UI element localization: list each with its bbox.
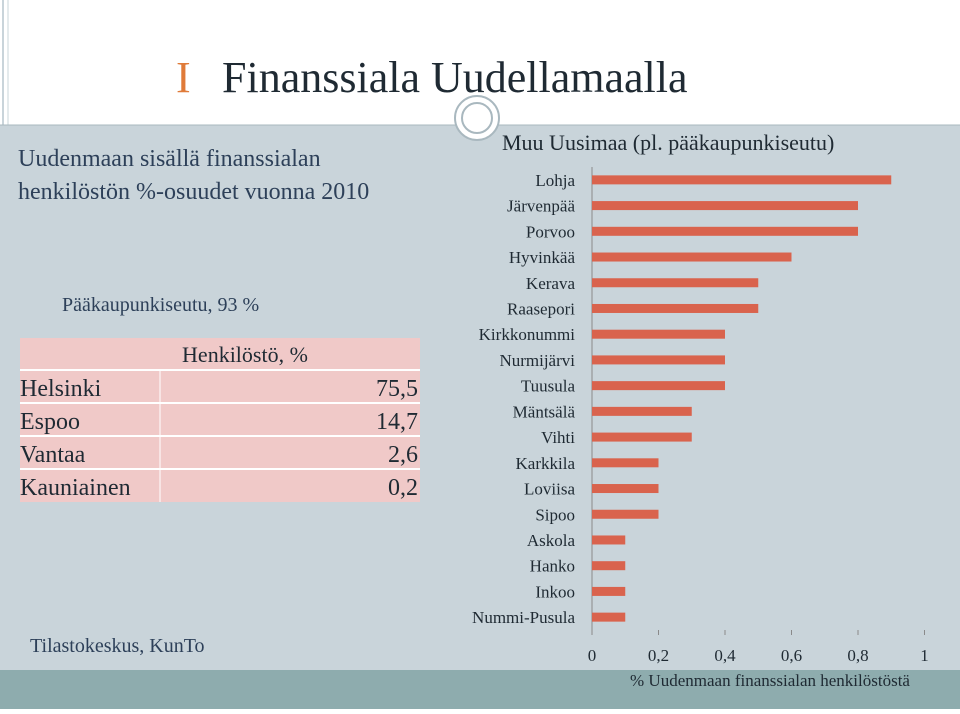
bar bbox=[592, 535, 626, 545]
bar bbox=[592, 406, 692, 416]
y-tick-label: Karkkila bbox=[516, 454, 576, 473]
x-axis-title: % Uudenmaan finanssialan henkilöstöstä bbox=[630, 671, 910, 690]
title: Finanssiala Uudellamaalla bbox=[222, 53, 688, 102]
table-cell: Espoo bbox=[20, 409, 80, 435]
bar bbox=[592, 612, 626, 622]
x-tick-label: 0,8 bbox=[847, 646, 868, 665]
bar bbox=[592, 381, 725, 391]
capital-share: Pääkaupunkiseutu, 93 % bbox=[62, 294, 259, 316]
y-tick-label: Hyvinkää bbox=[509, 248, 576, 267]
y-tick-label: Kerava bbox=[526, 274, 576, 293]
y-tick-label: Nurmijärvi bbox=[499, 351, 575, 370]
y-tick-label: Kirkkonummi bbox=[479, 325, 576, 344]
bar bbox=[592, 175, 892, 185]
bar bbox=[592, 226, 858, 236]
x-tick-label: 1 bbox=[920, 646, 929, 665]
y-tick-label: Lohja bbox=[535, 171, 575, 190]
y-tick-label: Nummi-Pusula bbox=[472, 608, 575, 627]
table-cell: Kauniainen bbox=[20, 475, 131, 501]
y-tick-label: Askola bbox=[527, 531, 576, 550]
table-cell: 2,6 bbox=[388, 442, 418, 468]
y-tick-label: Inkoo bbox=[535, 582, 575, 601]
intro-line: henkilöstön %-osuudet vuonna 2010 bbox=[18, 179, 369, 205]
y-tick-label: Sipoo bbox=[535, 505, 575, 524]
table-cell: 75,5 bbox=[376, 376, 418, 402]
bar bbox=[592, 355, 725, 365]
bar bbox=[592, 278, 759, 288]
y-tick-label: Vihti bbox=[541, 428, 575, 447]
bar bbox=[592, 509, 659, 519]
bar bbox=[592, 484, 659, 494]
table-cell: 14,7 bbox=[376, 409, 418, 435]
x-tick-label: 0,6 bbox=[781, 646, 802, 665]
x-tick-label: 0,4 bbox=[714, 646, 736, 665]
y-tick-label: Loviisa bbox=[524, 480, 575, 499]
bar bbox=[592, 458, 659, 468]
table-cell: 0,2 bbox=[388, 475, 418, 501]
x-tick-label: 0 bbox=[588, 646, 597, 665]
y-tick-label: Tuusula bbox=[521, 377, 576, 396]
x-tick-label: 0,2 bbox=[648, 646, 669, 665]
source: Tilastokeskus, KunTo bbox=[30, 635, 205, 657]
bar bbox=[592, 561, 626, 571]
chart-title: Muu Uusimaa (pl. pääkaupunkiseutu) bbox=[502, 130, 834, 155]
footer-band bbox=[0, 670, 960, 709]
table-bg bbox=[20, 338, 420, 502]
table: Henkilöstö, % Helsinki 75,5 Espoo 14,7 Vanta… bbox=[20, 338, 420, 502]
table-cell: Helsinki bbox=[20, 376, 102, 402]
y-tick-label: Porvoo bbox=[526, 222, 575, 241]
decor-circle bbox=[461, 102, 493, 134]
intro-line: Uudenmaan sisällä finanssialan bbox=[18, 146, 321, 172]
y-tick-label: Hanko bbox=[530, 557, 575, 576]
bar bbox=[592, 329, 725, 339]
table-header: Henkilöstö, % bbox=[182, 342, 308, 367]
bar bbox=[592, 201, 858, 211]
table-cell: Vantaa bbox=[20, 442, 86, 468]
bar bbox=[592, 252, 792, 262]
y-tick-label: Järvenpää bbox=[507, 197, 575, 216]
y-tick-label: Raasepori bbox=[507, 299, 575, 318]
bar bbox=[592, 303, 759, 313]
title-number: I bbox=[176, 53, 191, 102]
bar bbox=[592, 586, 626, 596]
bar bbox=[592, 432, 692, 442]
y-tick-label: Mäntsälä bbox=[513, 402, 576, 421]
